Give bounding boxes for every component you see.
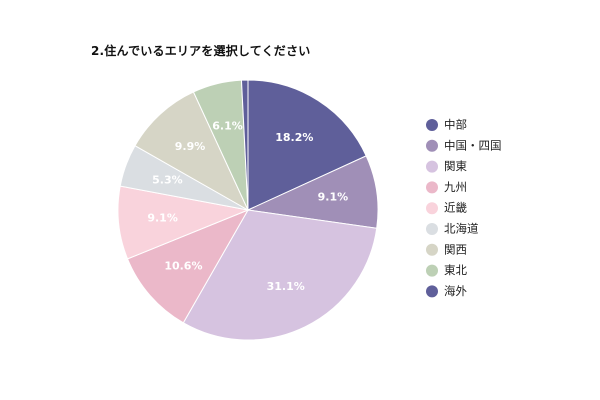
pie-slices [117,79,379,341]
pie-slice-4[interactable] [126,208,250,324]
legend-label: 海外 [444,284,467,298]
slice-value-label: 31.1% [267,280,305,293]
pie-slice-3[interactable] [182,209,378,341]
legend-marker [426,264,438,277]
legend-marker [426,181,438,194]
legend-marker [426,119,438,131]
slice-value-label: 9.1% [147,212,178,225]
legend-item[interactable]: 九州 [426,180,467,194]
slice-value-label: 9.1% [318,191,349,204]
legend-label: 関東 [444,159,467,173]
slice-value-label: 10.6% [164,259,202,272]
legend-item[interactable]: 中部 [426,118,467,132]
legend-item[interactable]: 海外 [426,284,467,298]
legend-label: 九州 [444,180,467,194]
slice-value-label: 9.9% [175,140,206,153]
legend-item[interactable]: 関西 [426,242,467,256]
legend-marker [426,139,438,152]
pie-slice-9[interactable] [240,79,249,211]
legend-label: 近畿 [444,201,467,215]
slice-value-label: 6.1% [212,120,243,133]
legend-item[interactable]: 東北 [426,263,467,277]
legend-marker [426,285,438,298]
legend-label: 関西 [444,242,467,256]
legend-item[interactable]: 北海道 [426,222,479,236]
legend-label: 中部 [444,118,467,132]
legend-item[interactable]: 中国・四国 [426,138,502,152]
legend-label: 東北 [444,263,467,277]
pie-labels: 18.2% 9.1% 31.1% 10.6% 9.1% 5.3% 9.9% 6.1% [147,120,348,293]
legend-marker [426,223,438,235]
slice-value-label: 18.2% [275,131,313,144]
pie-slice-7[interactable] [134,91,250,212]
legend-marker [426,160,438,173]
legend-label: 北海道 [444,222,479,236]
chart-title: 2.住んでいるエリアを選択してください [91,44,311,58]
legend-marker [426,243,438,256]
legend-item[interactable]: 関東 [426,159,467,173]
legend-item[interactable]: 近畿 [426,201,467,215]
pie-slice-1[interactable] [247,79,367,211]
slice-value-label: 5.3% [152,174,183,187]
legend-marker [426,202,438,215]
legend-label: 中国・四国 [444,138,502,152]
